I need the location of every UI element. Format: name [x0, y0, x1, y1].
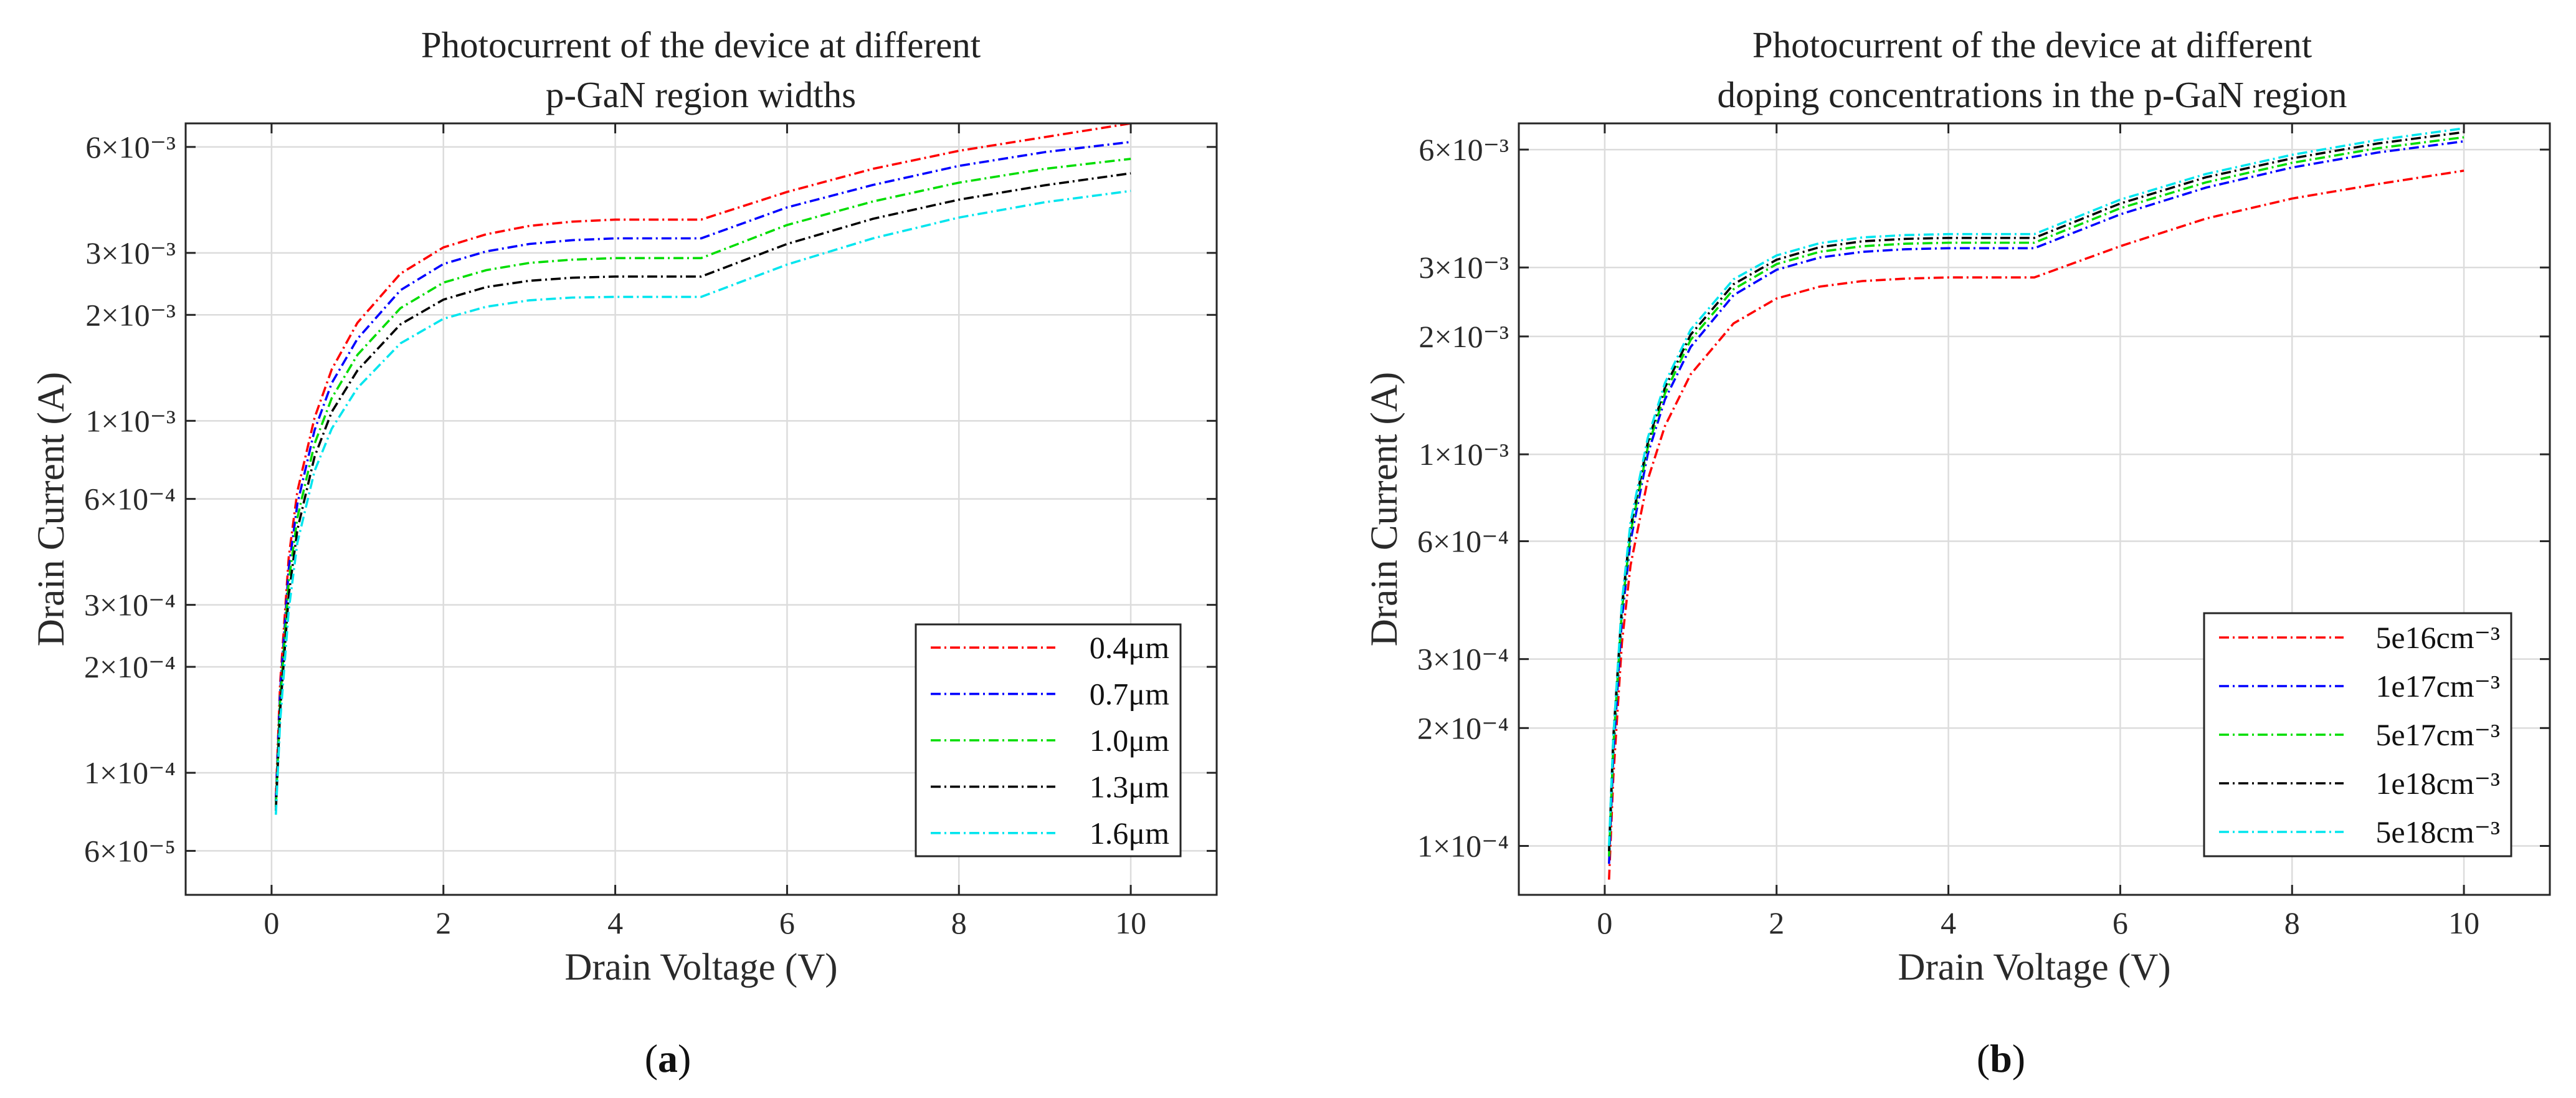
- x-tick-label: 0: [264, 905, 279, 940]
- y-tick-label: 1×10⁻⁴: [84, 755, 176, 790]
- x-axis-label: Drain Voltage (V): [564, 947, 837, 988]
- x-tick-label: 4: [1941, 905, 1956, 940]
- legend-label: 1.0μm: [1090, 723, 1169, 758]
- legend-label: 0.7μm: [1090, 677, 1169, 712]
- y-tick-label: 2×10⁻⁴: [84, 649, 176, 684]
- y-tick-label: 2×10⁻⁴: [1417, 710, 1509, 745]
- x-tick-label: 0: [1597, 905, 1612, 940]
- grid: [1519, 123, 2550, 895]
- x-tick-label: 6: [779, 905, 795, 940]
- series-line: [1608, 127, 2464, 846]
- y-tick-label: 2×10⁻³: [85, 297, 176, 332]
- x-tick-label: 10: [1115, 905, 1146, 940]
- chart-title: Photocurrent of the device at different: [421, 24, 981, 65]
- y-tick-label: 6×10⁻⁴: [84, 482, 176, 517]
- legend-box: [2203, 612, 2512, 857]
- y-axis-label: Drain Current (A): [1364, 372, 1405, 646]
- y-tick-label: 1×10⁻³: [85, 403, 176, 438]
- y-tick-label: 6×10⁻⁵: [84, 833, 176, 868]
- panel-label: (a): [645, 1036, 692, 1081]
- y-tick-label: 1×10⁻⁴: [1417, 828, 1509, 863]
- y-tick-label: 3×10⁻⁴: [1417, 642, 1509, 677]
- x-tick-label: 2: [1769, 905, 1784, 940]
- legend-label: 5e17cm⁻³: [2375, 717, 2500, 752]
- legend-label: 1e18cm⁻³: [2375, 766, 2500, 801]
- legend-label: 1e17cm⁻³: [2375, 669, 2500, 704]
- x-axis-label: Drain Voltage (V): [1898, 947, 2170, 988]
- legend: 0.4μm 0.7μm 1.0μm 1.3μm 1.6μm: [915, 623, 1182, 857]
- x-tick-label: 10: [2448, 905, 2479, 940]
- y-tick-label: 6×10⁻⁴: [1417, 523, 1509, 558]
- chart-a: 0 2 4 6 8 10 6×10⁻⁵ 1×10⁻⁴ 2×10⁻⁴ 3×10⁻⁴ 6×10⁻⁴ 1×1…: [31, 24, 1218, 1081]
- series-line: [1608, 169, 2464, 880]
- y-axis-label: Drain Current (A): [31, 372, 72, 646]
- series-line: [1608, 136, 2464, 857]
- chart-title: Photocurrent of the device at different: [1752, 24, 2312, 65]
- axes-box: [184, 122, 1218, 896]
- x-tick-label: 6: [2113, 905, 2128, 940]
- chart-title: doping concentrations in the p-GaN regio…: [1718, 74, 2347, 115]
- legend-label: 1.6μm: [1090, 816, 1169, 851]
- y-tick-label: 6×10⁻³: [1419, 132, 1509, 167]
- series-line: [275, 158, 1131, 807]
- series-line: [1608, 131, 2464, 851]
- x-tick-label: 8: [951, 905, 967, 940]
- panel-label: (b): [1977, 1036, 2025, 1081]
- legend-label: 1.3μm: [1090, 769, 1169, 804]
- x-tick-label: 2: [435, 905, 451, 940]
- legend-label: 0.4μm: [1090, 630, 1169, 665]
- series-line: [275, 189, 1131, 815]
- chart-b: 0 2 4 6 8 10 1×10⁻⁴ 2×10⁻⁴ 3×10⁻⁴ 6×10⁻⁴ 1×10⁻³ 2×1…: [1364, 24, 2551, 1081]
- y-tick-label: 2×10⁻³: [1419, 319, 1509, 354]
- series-line: [275, 141, 1131, 801]
- legend: 5e16cm⁻³ 1e17cm⁻³ 5e17cm⁻³ 1e18cm⁻³ 5e18cm⁻³: [2203, 612, 2512, 857]
- y-tick-label: 6×10⁻³: [85, 130, 176, 165]
- y-tick-label: 3×10⁻³: [85, 236, 176, 270]
- chart-title: p-GaN region widths: [546, 74, 856, 115]
- legend-label: 5e18cm⁻³: [2375, 814, 2500, 849]
- axes-box: [1518, 122, 2551, 896]
- series-lines: [275, 122, 1131, 815]
- series-lines: [1608, 127, 2464, 880]
- grid: [186, 123, 1217, 895]
- y-tick-label: 3×10⁻⁴: [84, 588, 176, 623]
- series-line: [275, 172, 1131, 811]
- y-tick-label: 1×10⁻³: [1419, 437, 1509, 472]
- series-line: [1608, 140, 2464, 864]
- series-line: [275, 122, 1131, 798]
- x-tick-label: 8: [2284, 905, 2300, 940]
- y-tick-label: 3×10⁻³: [1419, 250, 1509, 285]
- x-tick-label: 4: [607, 905, 623, 940]
- legend-label: 5e16cm⁻³: [2375, 620, 2500, 655]
